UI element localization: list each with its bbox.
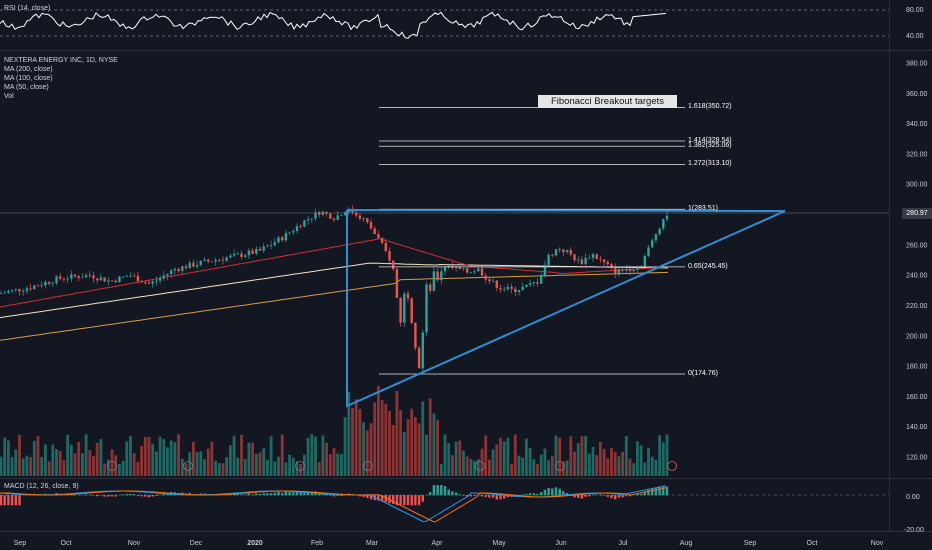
price-tick: 240.00 <box>906 273 928 280</box>
price-tick: 360.00 <box>906 91 928 98</box>
symbol-legend[interactable]: NEXTERA ENERGY INC, 1D, NYSE <box>4 57 118 64</box>
price-scale[interactable]: 380.00360.00340.00320.00300.00280.00260.… <box>906 61 928 462</box>
price-tick: 320.00 <box>906 151 928 158</box>
price-tick: 200.00 <box>906 333 928 340</box>
event-marker-icon[interactable] <box>107 461 117 471</box>
candlesticks <box>0 205 669 372</box>
time-tick: May <box>492 540 506 547</box>
time-tick: Oct <box>61 540 72 547</box>
event-marker-icon[interactable] <box>555 461 565 471</box>
fib-level-label: 0.65(245.45) <box>688 262 728 270</box>
time-tick: Jun <box>555 540 566 547</box>
fib-level-label: 0(174.76) <box>688 370 718 378</box>
time-tick: 2020 <box>247 540 263 547</box>
price-tick: 380.00 <box>906 61 928 68</box>
price-tick: 160.00 <box>906 394 928 401</box>
fib-title-label[interactable]: Fibonacci Breakout targets <box>538 95 677 108</box>
price-pane[interactable]: 380.00360.00340.00320.00300.00280.00260.… <box>0 61 928 477</box>
time-tick: Apr <box>432 540 444 547</box>
rsi-tick-40: 40.00 <box>906 33 924 40</box>
volume-bars <box>0 386 669 476</box>
volume-legend[interactable]: Vol <box>4 93 14 100</box>
time-tick: Nov <box>128 540 141 547</box>
price-tick: 140.00 <box>906 424 928 431</box>
time-axis[interactable]: Sep Oct Nov Dec 2020 Feb Mar Apr May Jun Jul Aug Sep… <box>14 540 884 547</box>
event-marker-icon[interactable] <box>475 461 485 471</box>
ma50-legend[interactable]: MA (50, close) <box>4 84 49 91</box>
event-marker-icon[interactable] <box>363 461 373 471</box>
price-tick: 120.00 <box>906 455 928 462</box>
ma50-line <box>0 238 669 308</box>
rsi-line <box>0 11 667 39</box>
time-tick: Dec <box>190 540 203 547</box>
price-tick: 220.00 <box>906 303 928 310</box>
price-tick: 340.00 <box>906 121 928 128</box>
macd-signal-line <box>0 487 667 523</box>
event-marker-icon[interactable] <box>295 461 305 471</box>
time-tick: Nov <box>871 540 884 547</box>
fibonacci-levels[interactable] <box>379 106 685 375</box>
fib-level-label: 1.382(325.06) <box>688 142 732 150</box>
price-tick: 180.00 <box>906 364 928 371</box>
ma100-line <box>0 271 669 341</box>
macd-tick-neg20: -20.00 <box>904 527 924 534</box>
time-tick: Oct <box>807 540 818 547</box>
macd-line <box>0 485 667 523</box>
time-tick: Aug <box>680 540 693 547</box>
triangle-pattern[interactable] <box>346 209 786 408</box>
fib-level-label: 1.272(313.10) <box>688 160 732 168</box>
current-price-tag: 280.97 <box>902 208 932 219</box>
macd-histogram <box>0 485 669 506</box>
event-marker-icon[interactable] <box>183 461 193 471</box>
event-markers[interactable] <box>107 461 677 471</box>
time-tick: Sep <box>14 540 27 547</box>
ma200-legend[interactable]: MA (200, close) <box>4 66 53 73</box>
macd-tick-0: 0.00 <box>906 494 920 501</box>
price-tick: 300.00 <box>906 182 928 189</box>
time-tick: Feb <box>311 540 323 547</box>
time-tick: Mar <box>366 540 379 547</box>
time-tick: Jul <box>619 540 628 547</box>
rsi-legend[interactable]: RSI (14, close) <box>4 5 51 12</box>
ma200-line <box>0 262 669 319</box>
price-tick: 260.00 <box>906 242 928 249</box>
rsi-pane[interactable]: 80.00 40.00 <box>0 7 924 40</box>
fib-level-label: 1.618(350.72) <box>688 103 732 111</box>
macd-pane[interactable]: 0.00 -20.00 <box>0 485 924 534</box>
fib-level-label: 1.414(328.54) <box>688 136 732 144</box>
rsi-tick-80: 80.00 <box>906 7 924 14</box>
event-marker-icon[interactable] <box>667 461 677 471</box>
ma100-legend[interactable]: MA (100, close) <box>4 75 53 82</box>
fib-level-label: 1(283.51) <box>688 205 718 213</box>
macd-legend[interactable]: MACD (12, 26, close, 9) <box>4 483 79 490</box>
time-tick: Sep <box>744 540 757 547</box>
